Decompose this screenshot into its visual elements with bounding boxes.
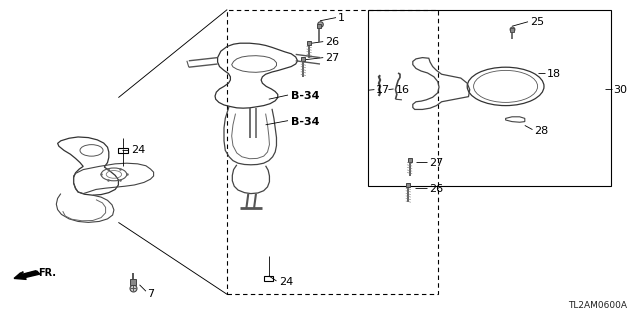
Text: 30: 30	[613, 84, 627, 95]
Text: 28: 28	[534, 126, 548, 136]
Bar	[264, 276, 273, 281]
FancyArrow shape	[14, 271, 40, 279]
Bar	[118, 148, 128, 153]
Text: 26: 26	[325, 36, 339, 47]
Text: 27: 27	[429, 158, 443, 168]
Text: FR.: FR.	[38, 268, 56, 278]
Text: 26: 26	[429, 184, 443, 194]
Text: 25: 25	[530, 17, 544, 28]
Text: 16: 16	[396, 84, 410, 95]
Text: 24: 24	[279, 277, 293, 287]
Text: TL2AM0600A: TL2AM0600A	[568, 301, 627, 310]
Text: 24: 24	[131, 145, 145, 156]
Text: B-34: B-34	[291, 91, 320, 101]
Text: 1: 1	[338, 12, 345, 23]
Text: 7: 7	[147, 289, 154, 299]
Bar	[227, 10, 438, 294]
Text: 27: 27	[325, 52, 339, 63]
Text: 17: 17	[376, 84, 390, 95]
Text: B-34: B-34	[291, 116, 320, 127]
Bar	[368, 10, 611, 186]
Text: 18: 18	[547, 68, 561, 79]
